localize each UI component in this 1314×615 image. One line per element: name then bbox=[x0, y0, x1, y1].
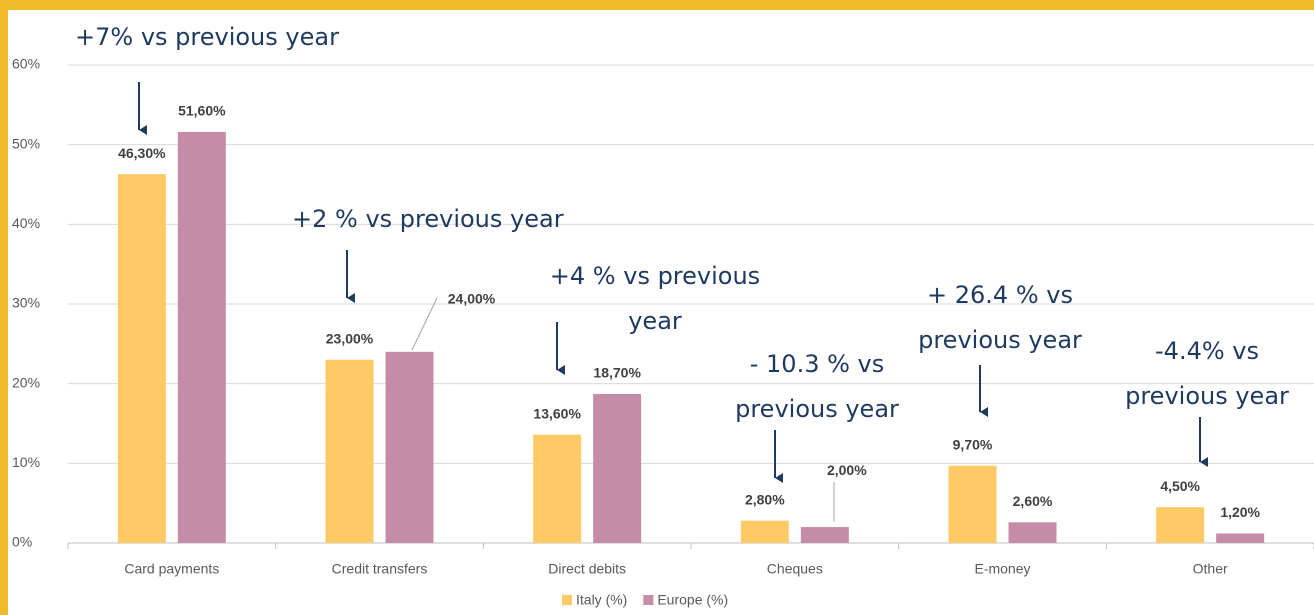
bar bbox=[118, 174, 166, 543]
y-tick-label: 0% bbox=[12, 534, 32, 550]
annotation: +2 % vs previous year bbox=[292, 205, 564, 233]
y-tick-label: 60% bbox=[12, 56, 40, 72]
x-tick-label: Credit transfers bbox=[332, 561, 428, 577]
bar bbox=[949, 466, 997, 543]
data-label: 51,60% bbox=[178, 103, 226, 119]
data-label: 18,70% bbox=[593, 365, 641, 381]
x-tick-label: Cheques bbox=[767, 561, 823, 577]
data-label: 23,00% bbox=[326, 330, 374, 346]
bar bbox=[533, 435, 581, 543]
annotation: +7% vs previous year bbox=[75, 23, 339, 51]
y-tick-label: 20% bbox=[12, 374, 40, 390]
data-label: 9,70% bbox=[953, 436, 993, 452]
bar bbox=[1009, 522, 1057, 543]
data-label: 4,50% bbox=[1160, 478, 1200, 494]
bar bbox=[593, 394, 641, 543]
legend-label: Italy (%) bbox=[576, 592, 627, 608]
x-tick-label: E-money bbox=[974, 561, 1030, 577]
y-tick-label: 30% bbox=[12, 295, 40, 311]
bar bbox=[1156, 507, 1204, 543]
annotation: +4 % vs previous bbox=[550, 262, 760, 290]
annotation: -4.4% vs bbox=[1155, 337, 1259, 365]
bar bbox=[1216, 533, 1264, 543]
bar bbox=[178, 132, 226, 543]
y-tick-label: 40% bbox=[12, 215, 40, 231]
legend-label: Europe (%) bbox=[657, 592, 728, 608]
x-tick-label: Card payments bbox=[124, 561, 219, 577]
annotation: - 10.3 % vs bbox=[750, 350, 885, 378]
legend-swatch bbox=[562, 595, 572, 605]
x-tick-label: Direct debits bbox=[548, 561, 626, 577]
data-label: 2,00% bbox=[827, 462, 867, 478]
annotation: + 26.4 % vs bbox=[927, 281, 1073, 309]
bar bbox=[801, 527, 849, 543]
bar bbox=[386, 352, 434, 543]
data-label: 2,60% bbox=[1013, 493, 1053, 509]
data-label: 1,20% bbox=[1220, 504, 1260, 520]
legend-swatch bbox=[643, 595, 653, 605]
annotation: previous year bbox=[735, 395, 899, 423]
x-tick-label: Other bbox=[1193, 561, 1228, 577]
page: {"chart_data": {"type": "bar", "categori… bbox=[0, 0, 1314, 615]
annotation: previous year bbox=[918, 326, 1082, 354]
annotation: year bbox=[628, 307, 682, 335]
bar bbox=[741, 521, 789, 543]
y-tick-label: 10% bbox=[12, 454, 40, 470]
data-label: 13,60% bbox=[533, 405, 581, 421]
data-label: 46,30% bbox=[118, 145, 166, 161]
data-label: 24,00% bbox=[448, 291, 496, 307]
data-label: 2,80% bbox=[745, 491, 785, 507]
y-tick-label: 50% bbox=[12, 135, 40, 151]
bar bbox=[326, 360, 374, 543]
annotation: previous year bbox=[1125, 382, 1289, 410]
chart: 0% 10% 20% 30% 40% 50% 60% Card payments 46,30% 5… bbox=[0, 0, 1314, 615]
